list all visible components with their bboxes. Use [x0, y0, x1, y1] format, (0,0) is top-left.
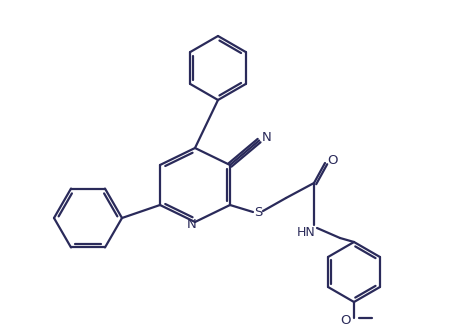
- Text: S: S: [253, 205, 262, 218]
- Text: N: N: [262, 131, 272, 144]
- Text: N: N: [187, 218, 197, 231]
- Text: O: O: [327, 154, 337, 167]
- Text: HN: HN: [296, 226, 315, 239]
- Text: O: O: [340, 315, 350, 328]
